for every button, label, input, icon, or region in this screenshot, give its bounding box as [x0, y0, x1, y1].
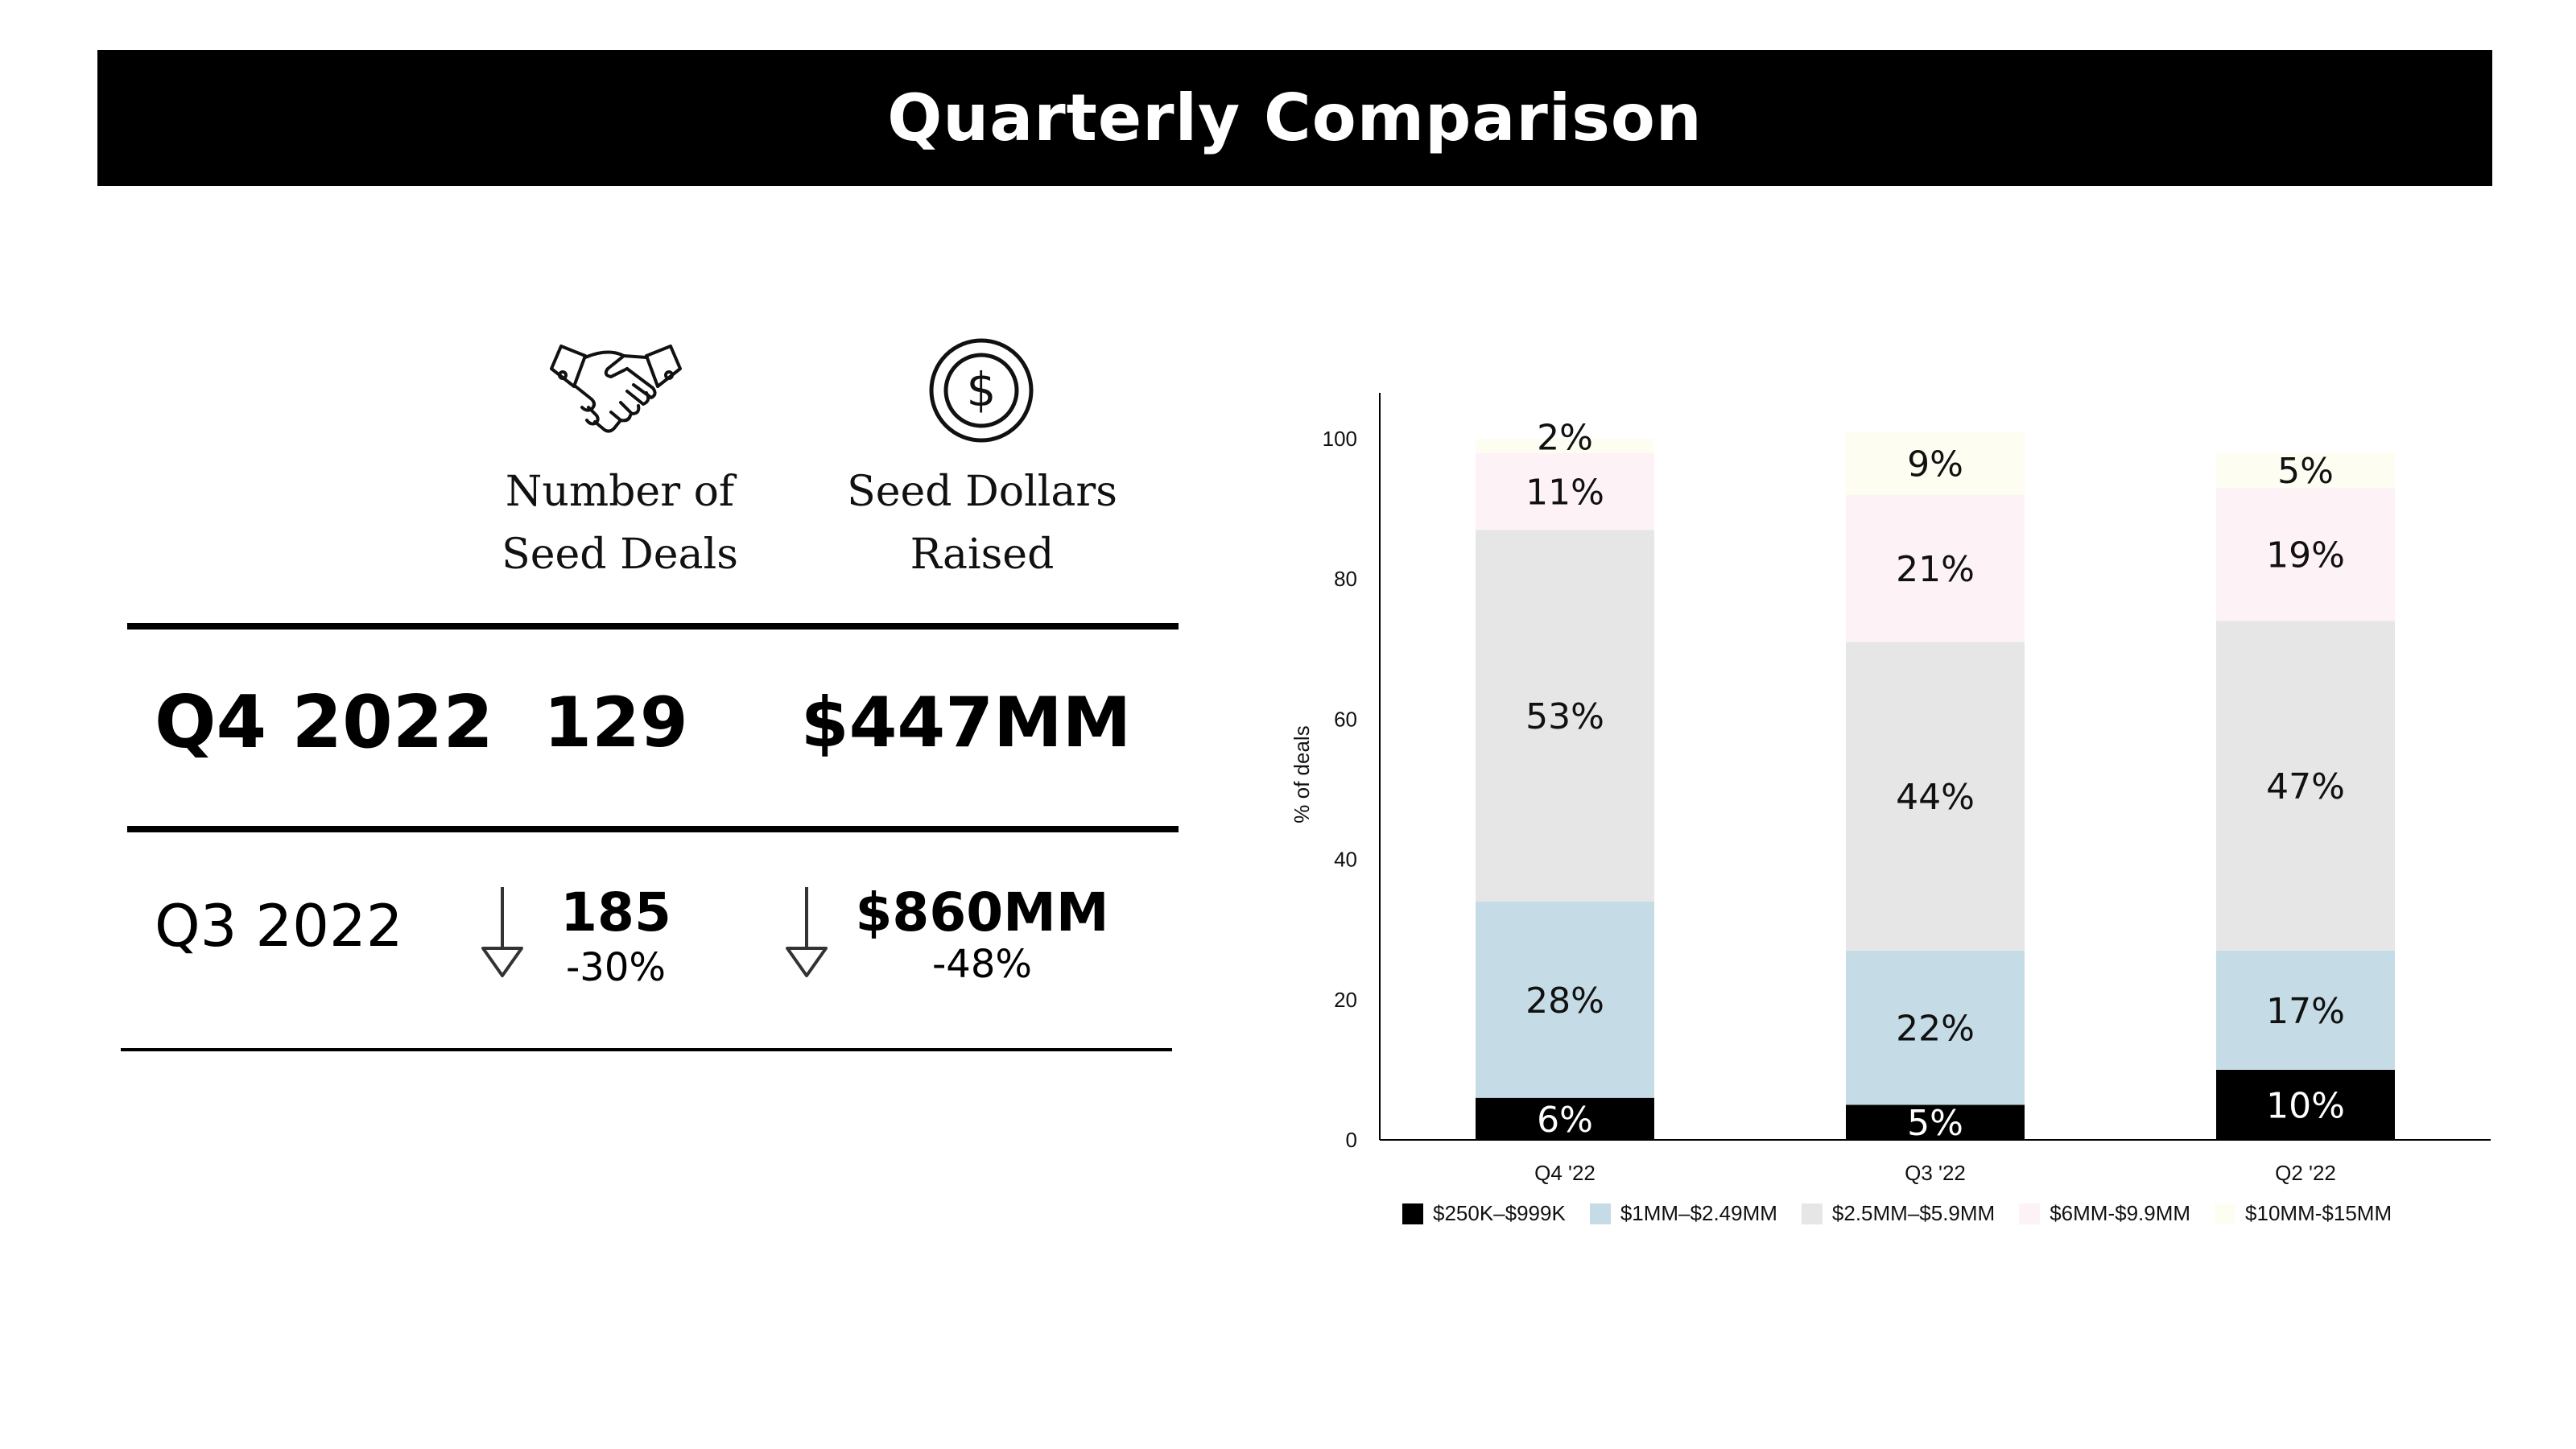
previous-dollars-value: $860MM: [855, 881, 1109, 943]
x-tick-label: Q2 '22: [2275, 1161, 2336, 1185]
legend-swatch: [1589, 1203, 1611, 1224]
svg-text:$: $: [967, 362, 997, 417]
page-title: Quarterly Comparison: [887, 80, 1703, 155]
data-label: 44%: [1896, 777, 1975, 818]
bar-segment: [2216, 950, 2395, 1070]
bar-segment: [1476, 439, 1654, 453]
deal-size-chart: 0 20 40 60 80 100 % of deals 6% 28% 53% 11% 2% Q4 '2…: [1290, 393, 2491, 1185]
dollars-change: -48%: [931, 942, 1032, 987]
legend-item: $1MM–$2.49MM: [1589, 1201, 1777, 1226]
data-label: 11%: [1525, 472, 1604, 513]
data-label: 5%: [1907, 1103, 1963, 1144]
data-label: 21%: [1896, 549, 1975, 590]
data-label: 2%: [1537, 417, 1593, 458]
down-arrow-icon: [786, 887, 828, 977]
header-divider: [127, 623, 1179, 630]
y-tick-label: 20: [1334, 988, 1357, 1012]
legend-label: $10MM-$15MM: [2245, 1201, 2392, 1225]
data-label: 47%: [2266, 766, 2345, 807]
data-label: 17%: [2266, 991, 2345, 1032]
data-label: 6%: [1537, 1100, 1593, 1141]
bar-segment: [2216, 452, 2395, 488]
dollars-column-header: Seed Dollars Raised: [837, 460, 1127, 586]
deals-header-line2: Seed Deals: [502, 530, 738, 579]
handshake-icon: [550, 345, 682, 433]
y-tick-label: 80: [1334, 567, 1357, 591]
current-deals-value: 129: [543, 683, 688, 763]
y-tick-label: 60: [1334, 707, 1357, 731]
bar-segment: [1476, 901, 1654, 1098]
bar-segment: [2216, 487, 2395, 621]
bar-segment: [1476, 530, 1654, 902]
deals-change: -30%: [565, 945, 666, 990]
bar-segment: [2216, 621, 2395, 951]
data-label: 22%: [1896, 1009, 1975, 1050]
legend-label: $2.5MM–$5.9MM: [1831, 1201, 1996, 1225]
bar-segment: [1846, 494, 2025, 642]
x-tick-label: Q4 '22: [1534, 1161, 1596, 1185]
deals-header-line1: Number of: [505, 468, 735, 516]
legend-swatch: [1402, 1203, 1423, 1224]
legend-label: $250K–$999K: [1433, 1201, 1566, 1225]
y-tick-label: 100: [1323, 427, 1357, 451]
data-label: 5%: [2277, 451, 2334, 492]
y-tick-label: 0: [1346, 1128, 1357, 1152]
legend-item: $2.5MM–$5.9MM: [1801, 1201, 1996, 1226]
deals-column-header: Number of Seed Deals: [483, 460, 757, 586]
current-quarter-label: Q4 2022: [155, 680, 493, 765]
y-axis-label: % of deals: [1290, 725, 1314, 823]
legend-swatch: [2019, 1203, 2041, 1224]
previous-quarter-label: Q3 2022: [155, 892, 403, 960]
legend-item: $6MM-$9.9MM: [2019, 1201, 2190, 1226]
dollar-coin-icon: $: [929, 338, 1034, 443]
legend-swatch: [1801, 1203, 1823, 1224]
data-label: 9%: [1907, 444, 1963, 485]
bar-segment: [1846, 642, 2025, 951]
data-label: 28%: [1525, 980, 1604, 1022]
data-label: 19%: [2266, 535, 2345, 576]
data-label: 10%: [2266, 1085, 2345, 1126]
bar-segment: [1846, 950, 2025, 1105]
bar-segment: [2216, 1069, 2395, 1140]
legend-item: $10MM-$15MM: [2215, 1201, 2392, 1226]
legend-swatch: [2215, 1203, 2236, 1224]
chart-legend: $250K–$999K $1MM–$2.49MM $2.5MM–$5.9MM $6MM…: [1402, 1201, 2416, 1226]
legend-item: $250K–$999K: [1402, 1201, 1566, 1226]
table-bottom-rule: [121, 1048, 1172, 1051]
legend-label: $1MM–$2.49MM: [1620, 1201, 1777, 1225]
bar-segment: [1476, 452, 1654, 530]
title-banner: Quarterly Comparison: [97, 50, 2492, 186]
x-tick-label: Q3 '22: [1905, 1161, 1966, 1185]
down-arrow-icon: [481, 887, 523, 977]
bar-segment: [1846, 1104, 2025, 1140]
row-divider: [127, 826, 1179, 832]
dollars-header-line2: Raised: [910, 530, 1055, 579]
bar-segment: [1476, 1097, 1654, 1140]
previous-deals-value: 185: [560, 881, 671, 943]
y-tick-label: 40: [1334, 848, 1357, 872]
legend-label: $6MM-$9.9MM: [2050, 1201, 2191, 1225]
dollars-header-line1: Seed Dollars: [847, 468, 1117, 516]
bar-segment: [1846, 431, 2025, 495]
current-dollars-value: $447MM: [800, 683, 1132, 763]
data-label: 53%: [1525, 696, 1604, 737]
